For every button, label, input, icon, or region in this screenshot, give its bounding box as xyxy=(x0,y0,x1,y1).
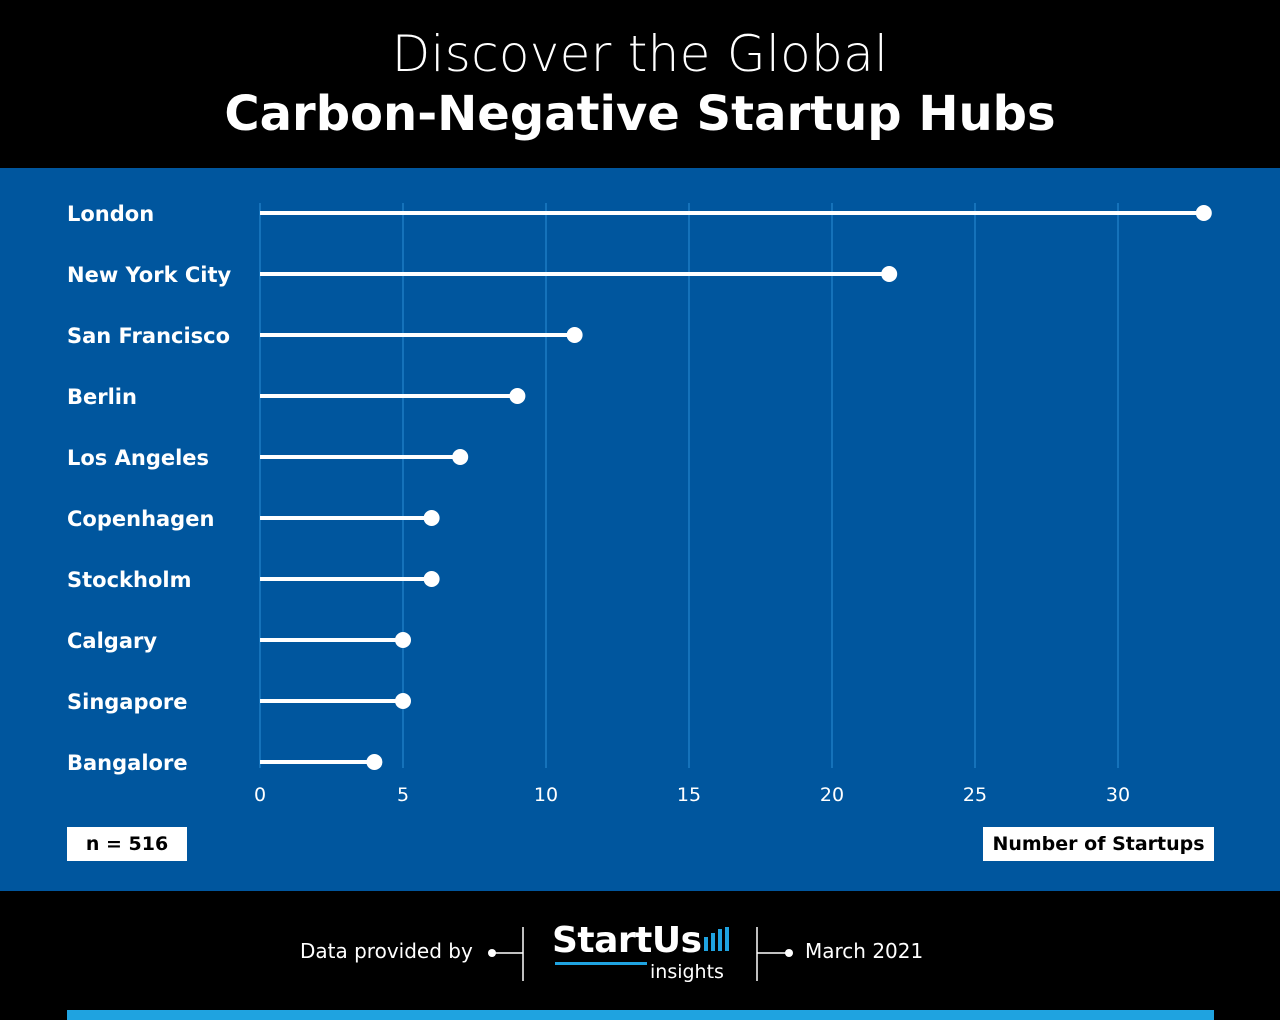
data-point-calgary xyxy=(395,632,411,648)
category-label-stockholm: Stockholm xyxy=(67,568,191,592)
data-point-san-francisco xyxy=(566,327,583,343)
category-label-singapore: Singapore xyxy=(67,690,188,714)
axis-unit-badge: Number of Startups xyxy=(983,827,1214,861)
category-label-london: London xyxy=(67,202,154,226)
chart-panel: 0 5 10 15 20 25 30 London New York City San Franc… xyxy=(0,168,1280,891)
sample-size-badge: n = 516 xyxy=(67,827,187,861)
category-label-calgary: Calgary xyxy=(67,629,157,653)
data-point-berlin xyxy=(509,388,526,404)
x-tick-label-0: 0 xyxy=(254,784,266,806)
data-point-new-york-city xyxy=(881,266,898,282)
data-point-los-angeles xyxy=(452,449,469,465)
footer-connectors xyxy=(488,927,793,981)
data-point-london xyxy=(1195,205,1212,221)
x-tick-label-25: 25 xyxy=(963,784,987,806)
category-label-new-york-city: New York City xyxy=(67,263,232,287)
x-tick-label-5: 5 xyxy=(397,784,409,806)
x-tick-label-20: 20 xyxy=(820,784,844,806)
x-tick-label-10: 10 xyxy=(534,784,558,806)
header: Discover the Global Carbon-Negative Star… xyxy=(0,0,1280,168)
footer: Data provided by StartUs insights March … xyxy=(0,891,1280,1020)
category-label-los-angeles: Los Angeles xyxy=(67,446,209,470)
category-label-bangalore: Bangalore xyxy=(67,751,188,775)
data-provided-by-text: Data provided by xyxy=(300,939,473,963)
category-label-copenhagen: Copenhagen xyxy=(67,507,214,531)
data-point-copenhagen xyxy=(423,510,440,526)
connector-dot-right xyxy=(785,949,793,957)
lollipop-chart: 0 5 10 15 20 25 30 London New York City San Franc… xyxy=(67,202,1212,806)
bottom-accent-bar xyxy=(67,1010,1214,1020)
title-line-2: Carbon-Negative Startup Hubs xyxy=(224,86,1056,142)
data-point-stockholm xyxy=(423,571,440,587)
title-line-1: Discover the Global xyxy=(391,25,889,83)
category-label-berlin: Berlin xyxy=(67,385,137,409)
x-tick-label-15: 15 xyxy=(677,784,701,806)
data-point-bangalore xyxy=(366,754,383,770)
x-tick-label-30: 30 xyxy=(1106,784,1130,806)
bar-chart-icon xyxy=(704,927,729,951)
logo-underline xyxy=(555,962,647,965)
startus-logo-wordmark: StartUs xyxy=(552,920,702,961)
date-text: March 2021 xyxy=(805,939,924,963)
startus-logo-subtitle: insights xyxy=(650,961,724,983)
category-label-san-francisco: San Francisco xyxy=(67,324,230,348)
data-point-singapore xyxy=(395,693,411,709)
